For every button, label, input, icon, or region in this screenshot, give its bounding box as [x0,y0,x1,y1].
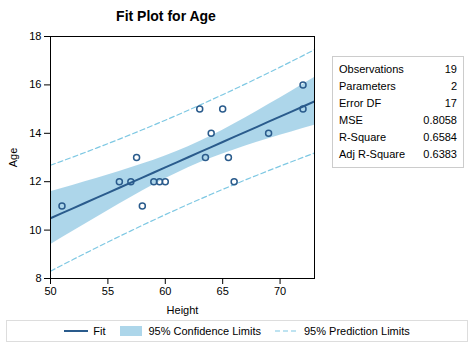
svg-text:12: 12 [29,175,41,187]
html-text:95% Prediction Limits: 95% Prediction Limits [304,325,410,337]
html-text:95% Confidence Limits: 95% Confidence Limits [148,325,261,337]
html-text:0.8058: 0.8058 [423,114,457,126]
html-text:R-Square: R-Square [339,131,387,143]
svg-text:70: 70 [274,285,286,297]
html-text:Parameters: Parameters [339,80,396,92]
html-text:Fit Plot for Age: Fit Plot for Age [116,8,216,24]
svg-text:65: 65 [217,285,229,297]
html-text:0.6383: 0.6383 [423,148,457,160]
html-text:Fit: Fit [93,325,106,337]
svg-text:16: 16 [29,78,41,90]
html-text:19: 19 [444,63,457,75]
html-text:Adj R-Square: Adj R-Square [339,148,405,160]
svg-text:Height: Height [167,304,199,316]
html-text:MSE: MSE [339,114,363,126]
svg-text:60: 60 [159,285,171,297]
svg-text:Age: Age [7,148,19,168]
svg-text:55: 55 [102,285,114,297]
svg-text:14: 14 [29,127,41,139]
svg-text:10: 10 [29,224,41,236]
svg-text:18: 18 [29,30,41,42]
svg-text:8: 8 [35,272,41,284]
html-text:17: 17 [444,97,457,109]
html-text:2: 2 [450,80,457,92]
html-text:0.6584: 0.6584 [423,131,457,143]
svg-text:50: 50 [44,285,56,297]
html-text:Observations: Observations [339,63,404,75]
html-text:Error DF: Error DF [339,97,382,109]
